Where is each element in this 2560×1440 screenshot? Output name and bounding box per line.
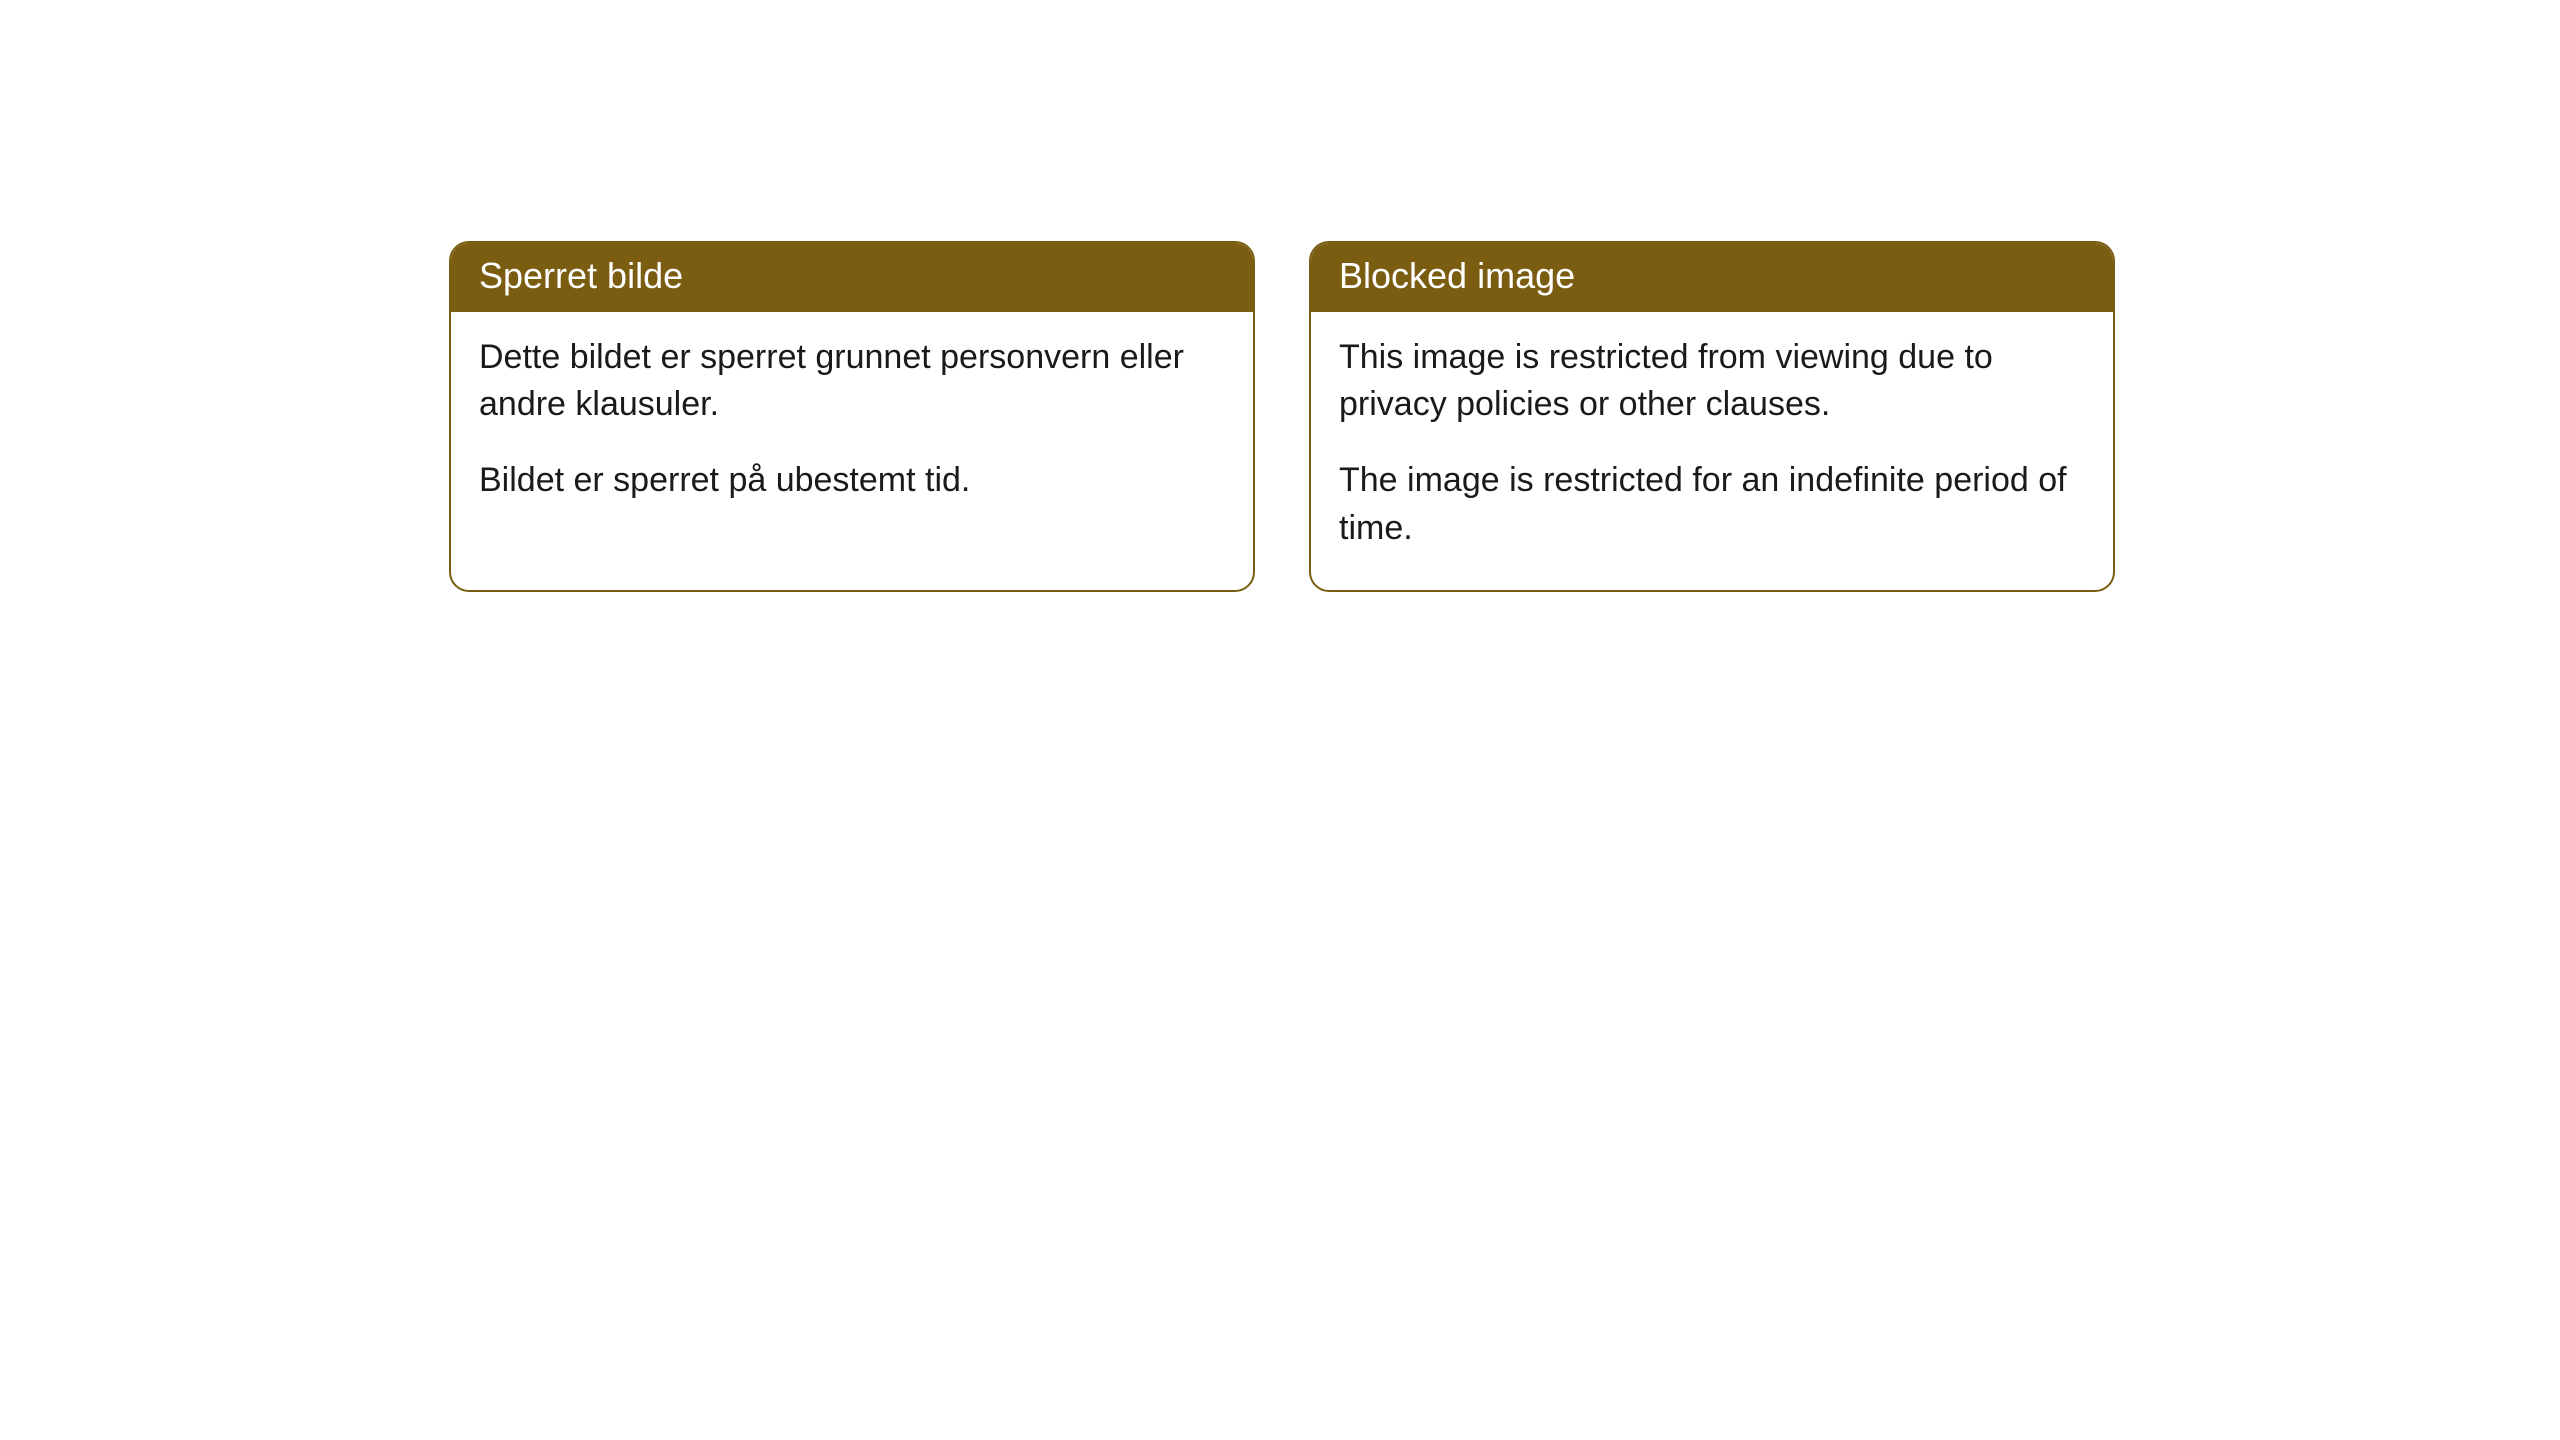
card-paragraph: Dette bildet er sperret grunnet personve… <box>479 334 1225 429</box>
card-header: Sperret bilde <box>451 243 1253 312</box>
card-title: Blocked image <box>1339 255 1575 296</box>
notice-cards-container: Sperret bilde Dette bildet er sperret gr… <box>449 241 2115 592</box>
card-paragraph: Bildet er sperret på ubestemt tid. <box>479 457 1225 505</box>
card-paragraph: This image is restricted from viewing du… <box>1339 334 2085 429</box>
notice-card-norwegian: Sperret bilde Dette bildet er sperret gr… <box>449 241 1255 592</box>
card-body: Dette bildet er sperret grunnet personve… <box>451 312 1253 543</box>
card-title: Sperret bilde <box>479 255 683 296</box>
card-header: Blocked image <box>1311 243 2113 312</box>
card-paragraph: The image is restricted for an indefinit… <box>1339 457 2085 552</box>
notice-card-english: Blocked image This image is restricted f… <box>1309 241 2115 592</box>
card-body: This image is restricted from viewing du… <box>1311 312 2113 590</box>
